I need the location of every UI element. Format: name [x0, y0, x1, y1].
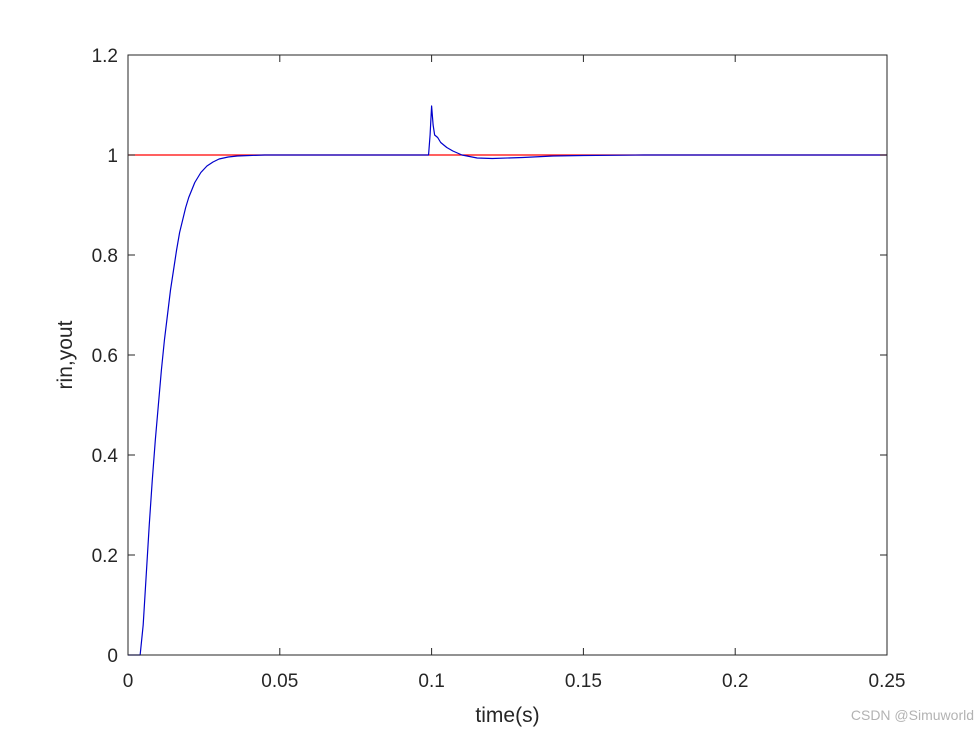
x-tick-label: 0.2	[722, 671, 748, 692]
x-axis: 0 0.05 0.1 0.15 0.2 0.25	[123, 55, 906, 692]
watermark: CSDN @Simuworld	[850, 707, 974, 723]
y-tick-label: 0.2	[92, 546, 118, 567]
x-tick-label: 0.25	[869, 671, 906, 692]
series-layer	[128, 105, 887, 656]
y-axis: 0 0.2 0.4 0.6 0.8 1 1.2	[92, 46, 887, 667]
series-line-2	[128, 105, 887, 656]
y-tick-label: 1.2	[92, 46, 118, 67]
y-axis-label: rin,yout	[54, 320, 77, 389]
x-tick-label: 0	[123, 671, 134, 692]
y-tick-label: 0.8	[92, 246, 118, 267]
x-axis-label: time(s)	[475, 704, 539, 727]
plot-area	[128, 55, 887, 655]
y-tick-label: 0.4	[92, 446, 119, 467]
y-tick-label: 0	[107, 646, 118, 667]
x-tick-label: 0.1	[418, 671, 444, 692]
x-tick-label: 0.05	[261, 671, 298, 692]
y-tick-label: 1	[107, 146, 118, 167]
y-tick-label: 0.6	[92, 346, 118, 367]
x-tick-label: 0.15	[565, 671, 602, 692]
